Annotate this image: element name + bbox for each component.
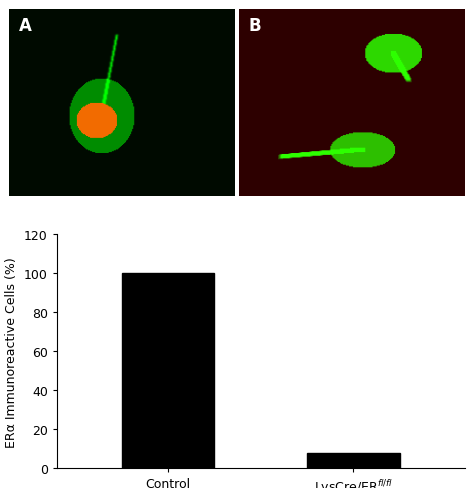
Bar <box>307 453 400 468</box>
Y-axis label: ERα Immunoreactive Cells (%): ERα Immunoreactive Cells (%) <box>5 256 18 447</box>
Bar <box>122 274 214 468</box>
Text: B: B <box>248 17 261 35</box>
Text: A: A <box>18 17 31 35</box>
